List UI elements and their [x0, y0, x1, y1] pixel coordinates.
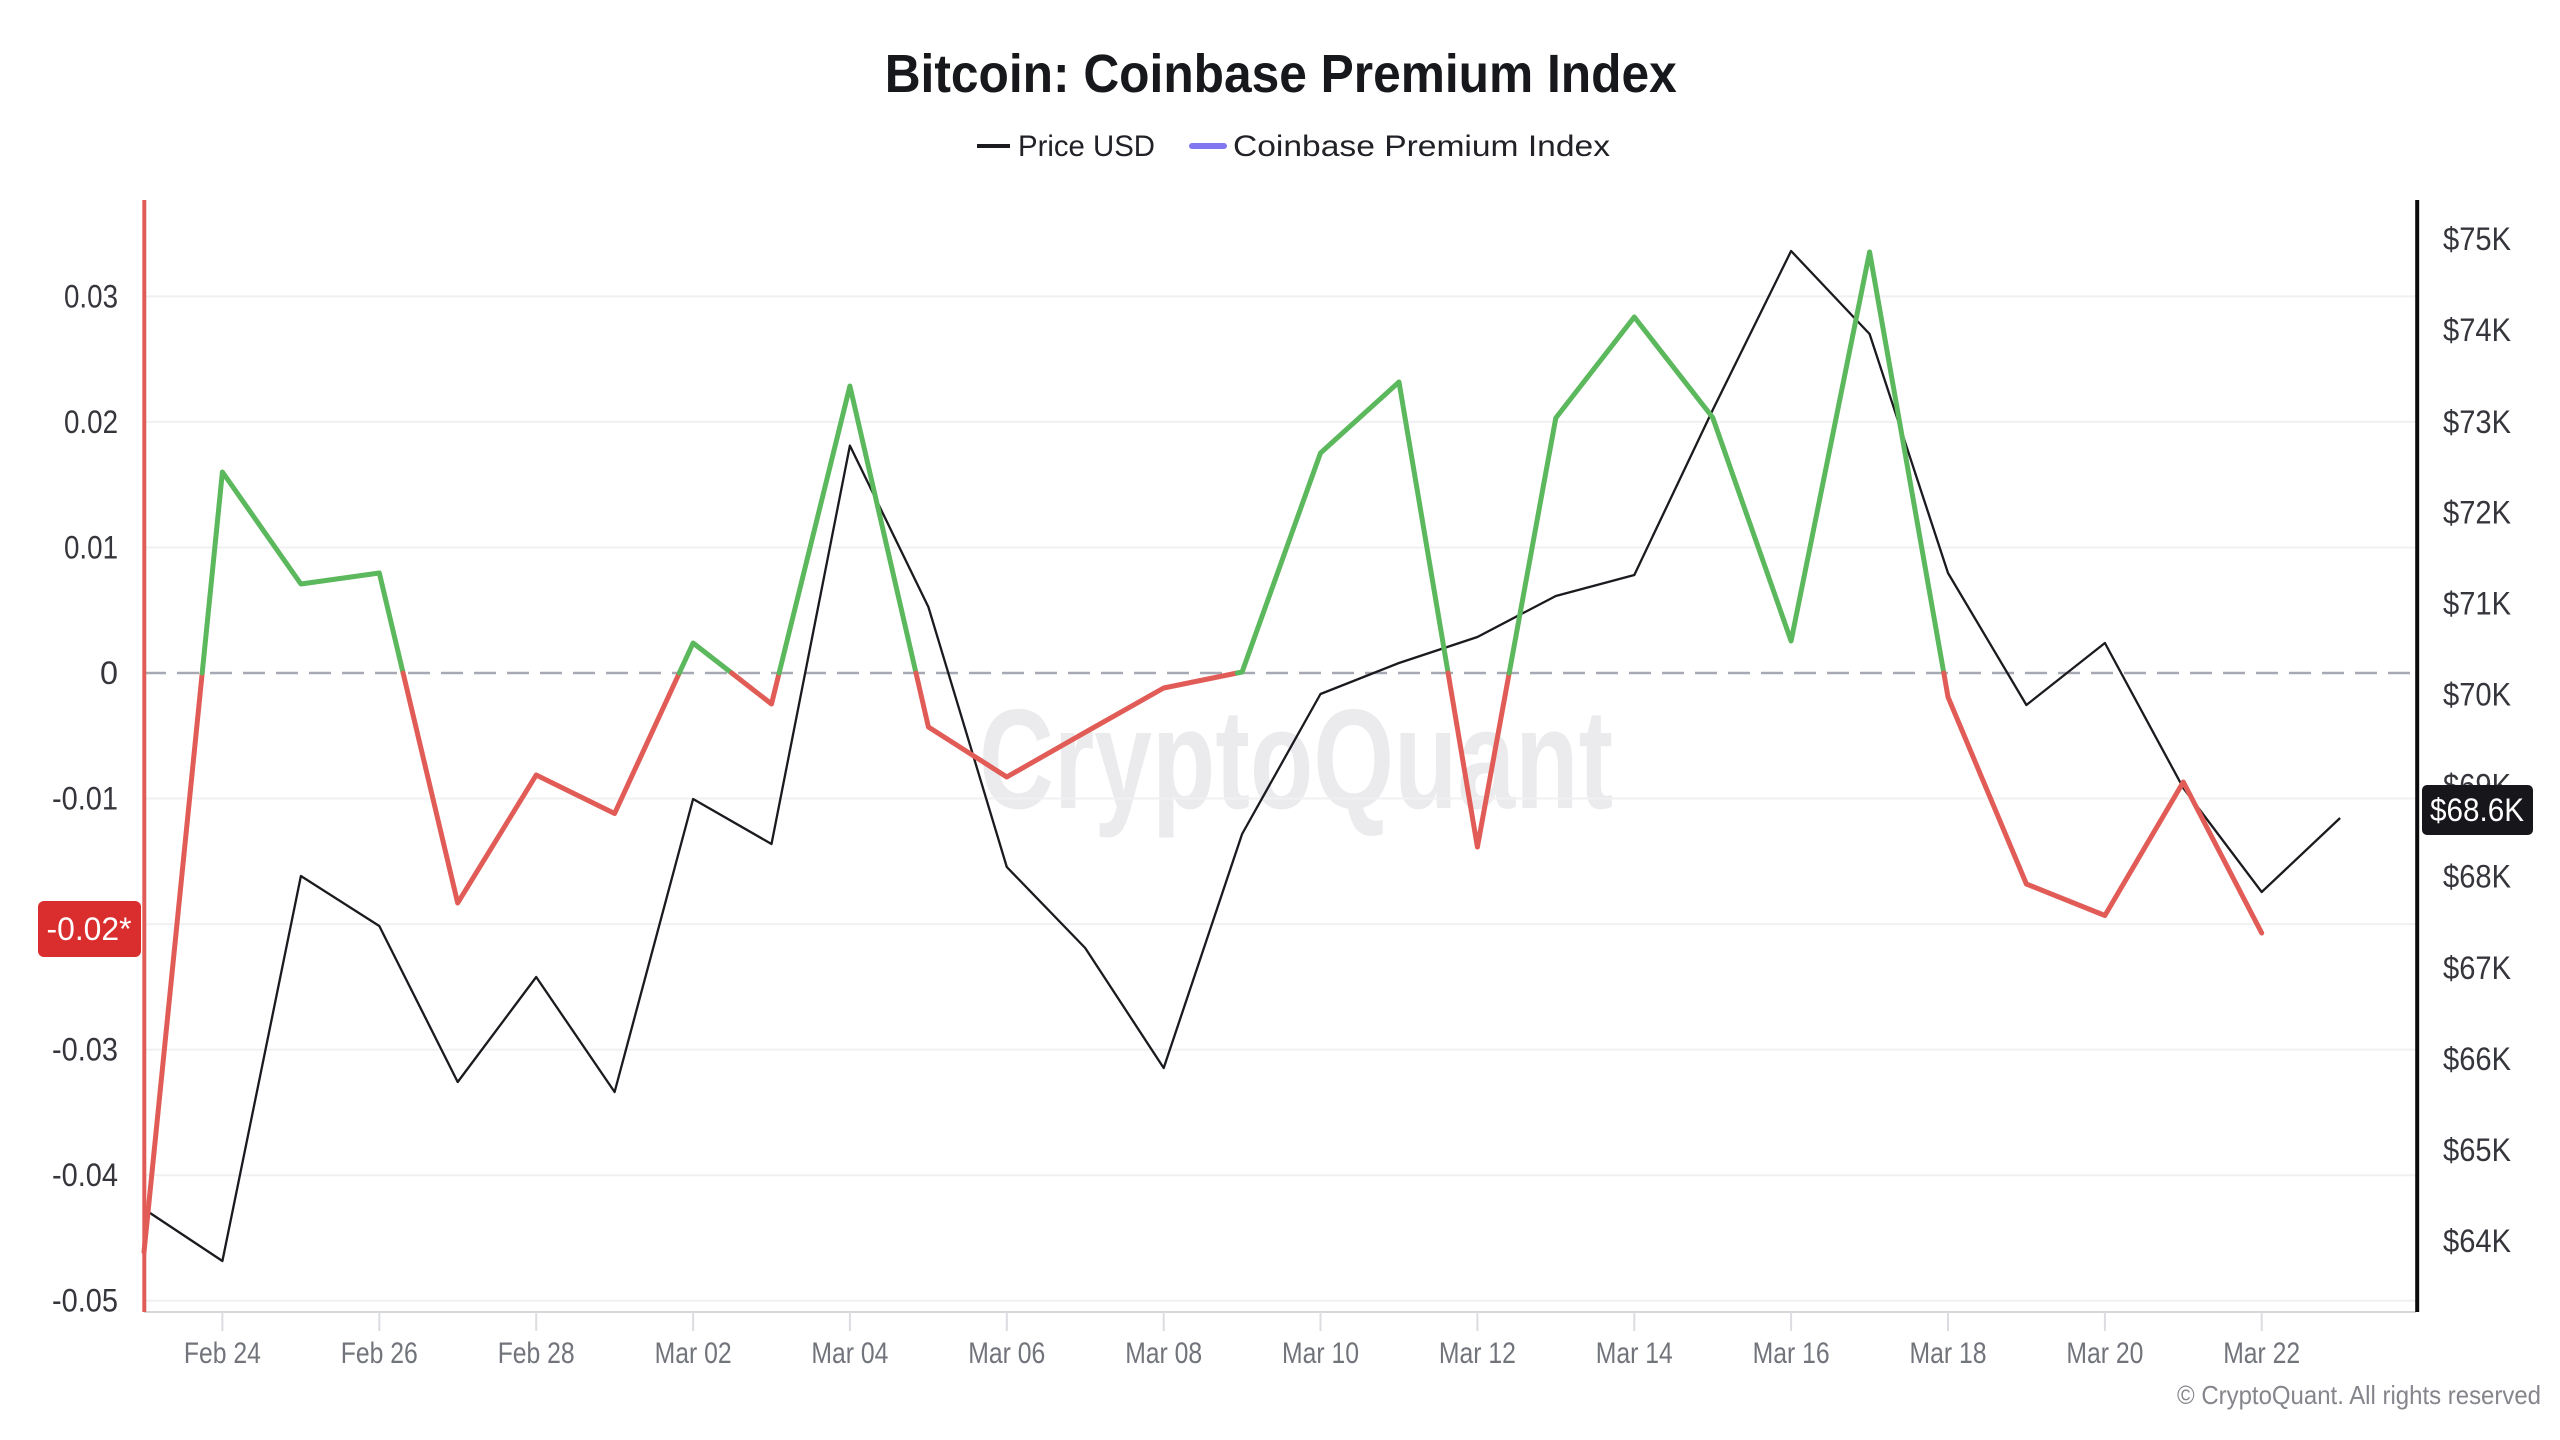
svg-text:Coinbase Premium Index: Coinbase Premium Index [1233, 130, 1610, 163]
svg-text:-0.03: -0.03 [52, 1032, 118, 1068]
svg-text:Mar 22: Mar 22 [2223, 1337, 2300, 1370]
svg-text:0: 0 [100, 655, 118, 691]
svg-text:$68K: $68K [2443, 859, 2511, 895]
svg-text:-0.02*: -0.02* [47, 911, 132, 947]
svg-text:0.03: 0.03 [64, 278, 118, 314]
svg-text:$74K: $74K [2443, 312, 2511, 348]
svg-text:$73K: $73K [2443, 404, 2511, 440]
svg-text:Mar 04: Mar 04 [811, 1337, 888, 1370]
svg-text:0.02: 0.02 [64, 404, 118, 440]
svg-text:-0.05: -0.05 [52, 1283, 118, 1319]
svg-text:Price USD: Price USD [1018, 130, 1155, 163]
svg-text:-0.01: -0.01 [52, 781, 118, 817]
svg-text:$68.6K: $68.6K [2430, 792, 2524, 828]
svg-text:0.01: 0.01 [64, 530, 118, 566]
svg-text:$75K: $75K [2443, 221, 2511, 257]
svg-text:CryptoQuant: CryptoQuant [979, 680, 1613, 839]
svg-text:© CryptoQuant. All rights rese: © CryptoQuant. All rights reserved [2177, 1380, 2541, 1410]
svg-text:$72K: $72K [2443, 494, 2511, 530]
svg-text:Mar 16: Mar 16 [1753, 1337, 1830, 1370]
svg-text:Mar 08: Mar 08 [1125, 1337, 1202, 1370]
svg-text:$66K: $66K [2443, 1041, 2511, 1077]
svg-text:Mar 12: Mar 12 [1439, 1337, 1516, 1370]
svg-text:$64K: $64K [2443, 1223, 2511, 1259]
svg-text:Mar 18: Mar 18 [1910, 1337, 1987, 1370]
svg-text:Mar 06: Mar 06 [968, 1337, 1045, 1370]
svg-text:$71K: $71K [2443, 585, 2511, 621]
svg-text:-0.04: -0.04 [52, 1157, 118, 1193]
svg-text:Mar 20: Mar 20 [2066, 1337, 2143, 1370]
svg-text:Mar 02: Mar 02 [655, 1337, 732, 1370]
svg-text:Feb 28: Feb 28 [498, 1337, 575, 1370]
svg-text:Bitcoin: Coinbase Premium Inde: Bitcoin: Coinbase Premium Index [885, 44, 1677, 104]
svg-text:$67K: $67K [2443, 950, 2511, 986]
svg-text:$65K: $65K [2443, 1132, 2511, 1168]
svg-text:Feb 24: Feb 24 [184, 1337, 261, 1370]
svg-text:$70K: $70K [2443, 677, 2511, 713]
svg-text:Mar 14: Mar 14 [1596, 1337, 1673, 1370]
svg-text:Mar 10: Mar 10 [1282, 1337, 1359, 1370]
svg-text:Feb 26: Feb 26 [341, 1337, 418, 1370]
